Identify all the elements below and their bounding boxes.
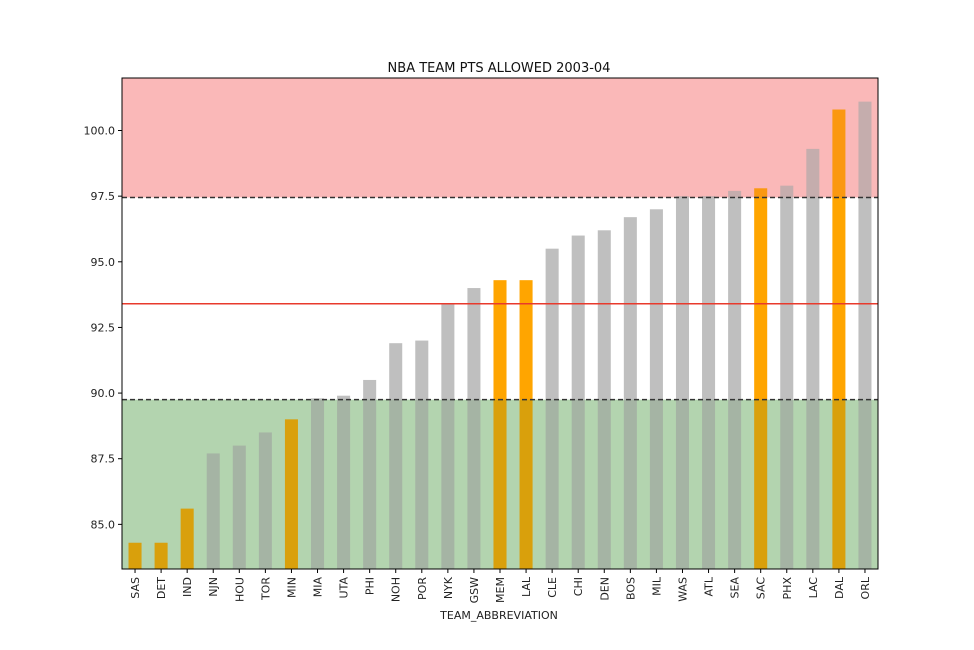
bar-min [284,419,298,569]
x-tick-label-njn: NJN [207,577,220,597]
y-tick-label: 85.0 [91,518,116,531]
bar-gsw [467,288,481,569]
x-tick-label-mem: MEM [494,577,507,603]
x-tick-label-bos: BOS [624,577,637,600]
x-tick-label-lac: LAC [807,577,820,599]
y-tick-label: 95.0 [91,256,116,269]
upper-band [122,78,878,198]
y-tick-label: 90.0 [91,387,116,400]
x-tick-label-phi: PHI [364,577,377,595]
bar-chi [571,235,585,569]
chart-title: NBA TEAM PTS ALLOWED 2003-04 [388,61,611,76]
x-tick-label-den: DEN [598,577,611,601]
x-tick-label-nyk: NYK [442,576,455,599]
x-tick-label-mia: MIA [312,577,325,598]
x-tick-label-ind: IND [181,577,194,597]
bar-nyk [441,303,455,569]
x-tick-label-mil: MIL [650,576,663,596]
y-tick-label: 97.5 [91,190,116,203]
x-tick-label-phx: PHX [781,577,794,600]
bar-njn [206,453,220,569]
x-tick-label-atl: ATL [703,576,716,596]
bar-phx [780,185,794,569]
bar-orl [858,101,872,570]
bar-lac [806,148,820,569]
x-tick-label-lal: LAL [520,576,533,597]
bar-was [675,196,689,569]
y-tick-label: 100.0 [84,125,116,138]
bar-mil [649,209,663,569]
x-tick-label-sas: SAS [129,577,142,599]
x-tick-label-noh: NOH [390,577,403,602]
bar-sac [754,188,768,569]
y-tick-label: 92.5 [91,321,116,334]
bar-tor [258,432,272,569]
x-tick-label-tor: TOR [259,577,272,601]
x-tick-label-det: DET [155,577,168,599]
plot-area: 85.0 87.5 90.0 92.5 95.0 97.5 100.0 SAS DET IND NJ… [84,77,879,604]
bar-por [415,340,429,569]
y-tick-label: 87.5 [91,453,116,466]
bar-atl [702,196,716,569]
bar-lal [519,280,533,569]
x-tick-label-dal: DAL [833,576,846,599]
x-tick-label-uta: UTA [338,577,351,599]
bar-sea [728,190,742,569]
bar-mia [311,398,325,569]
x-tick-label-cle: CLE [546,577,559,598]
x-tick-label-orl: ORL [859,576,872,599]
bar-phi [363,379,377,569]
upper-band-overlay [122,78,878,198]
bar-uta [337,395,351,569]
bar-mem [493,280,507,569]
x-tick-label-sea: SEA [729,577,742,599]
x-tick-label-sac: SAC [755,577,768,600]
x-tick-label-chi: CHI [572,577,585,596]
bar-det [154,542,168,569]
bar-ind [180,508,194,569]
x-tick-label-min: MIN [285,577,298,598]
bar-bos [623,217,637,569]
lower-band-overlay [122,399,878,569]
bar-dal [832,109,846,569]
x-tick-label-por: POR [416,577,429,600]
x-tick-label-gsw: GSW [468,577,481,604]
x-axis-title: TEAM_ABBREVIATION [439,609,558,622]
bar-cle [545,248,559,569]
bar-hou [232,445,246,569]
x-tick-label-hou: HOU [233,577,246,602]
bar-sas [128,542,142,569]
x-tick-label-was: WAS [676,577,689,602]
